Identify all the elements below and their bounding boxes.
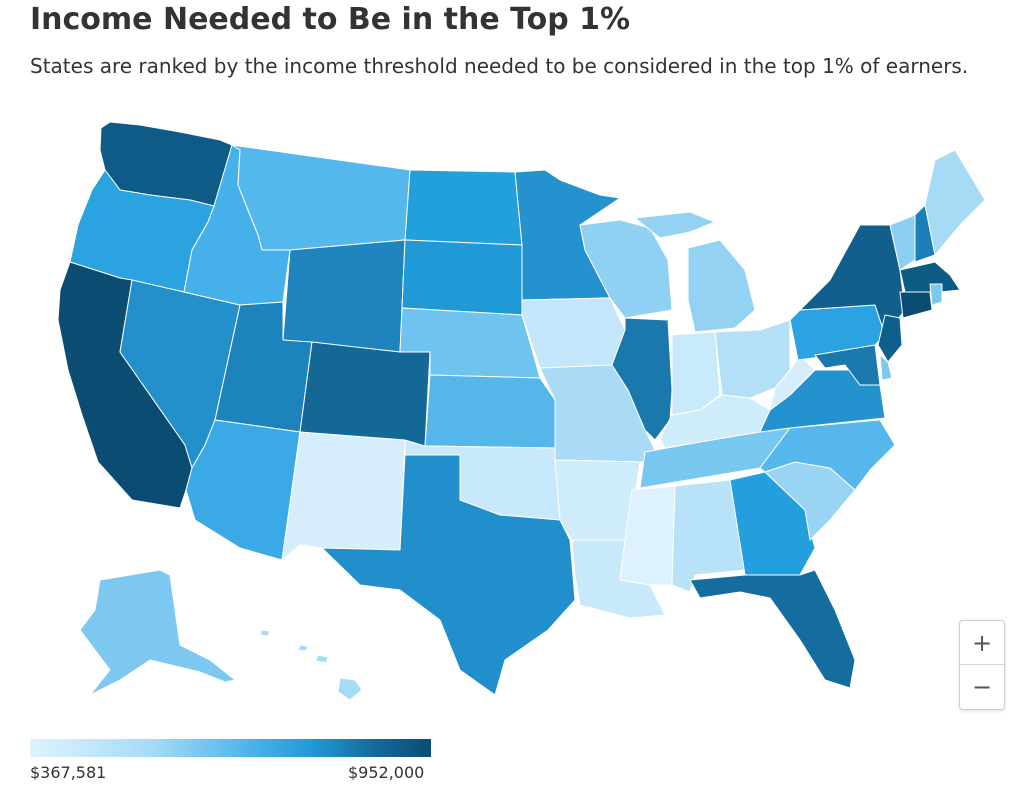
state-delaware[interactable]	[879, 354, 893, 381]
state-iowa[interactable]	[521, 297, 626, 369]
state-texas[interactable]	[321, 454, 576, 696]
state-maryland[interactable]	[814, 344, 881, 386]
zoom-in-button[interactable]: +	[960, 621, 1004, 665]
state-illinois[interactable]	[611, 317, 673, 441]
state-alaska[interactable]	[79, 569, 236, 696]
state-hawaii[interactable]	[259, 629, 363, 701]
state-south-dakota[interactable]	[401, 239, 523, 316]
state-west-virginia[interactable]	[769, 354, 816, 411]
map-subtitle: States are ranked by the income threshol…	[30, 54, 969, 78]
state-rhode-island[interactable]	[929, 283, 943, 306]
state-florida[interactable]	[689, 569, 856, 689]
state-kansas[interactable]	[424, 374, 556, 449]
state-north-dakota[interactable]	[404, 169, 523, 246]
state-north-carolina[interactable]	[759, 419, 896, 491]
state-wisconsin[interactable]	[579, 219, 673, 319]
state-montana[interactable]	[231, 144, 411, 251]
state-colorado[interactable]	[299, 341, 431, 447]
state-new-jersey[interactable]	[877, 314, 903, 363]
map-title: Income Needed to Be in the Top 1%	[30, 2, 631, 37]
state-michigan[interactable]	[634, 211, 756, 333]
us-choropleth-map	[57, 121, 986, 701]
legend-min-label: $367,581	[30, 763, 107, 782]
zoom-control: + −	[959, 620, 1005, 710]
state-maine[interactable]	[924, 149, 986, 256]
state-new-mexico[interactable]	[281, 431, 406, 561]
state-indiana[interactable]	[671, 331, 721, 416]
state-wyoming[interactable]	[282, 239, 406, 353]
zoom-out-button[interactable]: −	[971, 672, 993, 701]
state-connecticut[interactable]	[899, 291, 933, 319]
legend-max-label: $952,000	[348, 763, 425, 782]
legend-color-scale	[30, 739, 431, 757]
